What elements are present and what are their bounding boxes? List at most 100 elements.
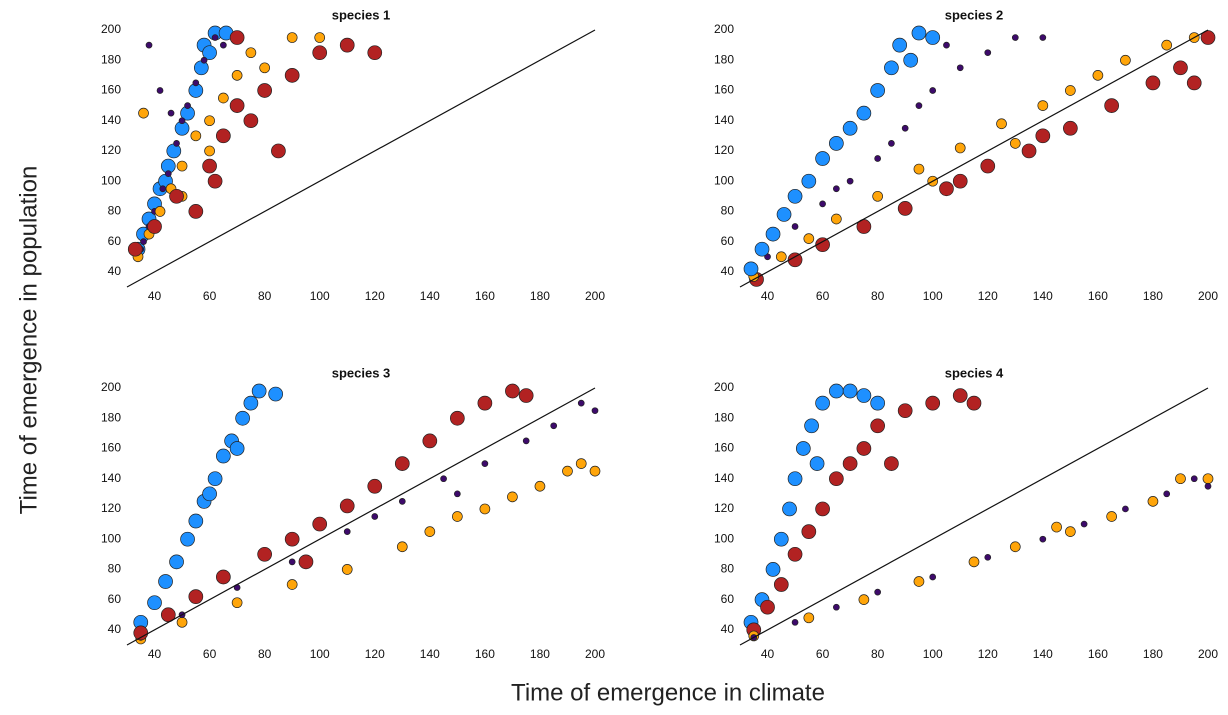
point: [858, 594, 870, 605]
point: [200, 56, 208, 64]
point: [870, 395, 885, 411]
x-tick-label: 180: [1143, 289, 1163, 303]
point: [831, 213, 842, 225]
point: [138, 107, 149, 119]
point: [773, 577, 789, 592]
point: [147, 219, 162, 234]
point: [801, 524, 817, 539]
point: [1120, 54, 1131, 66]
point: [856, 105, 872, 121]
y-tick-label: 180: [101, 52, 121, 66]
point: [298, 554, 314, 570]
point: [929, 87, 937, 94]
point: [284, 68, 300, 83]
y-tick-label: 60: [108, 234, 122, 248]
point: [1065, 85, 1076, 96]
point: [1009, 138, 1021, 149]
point: [833, 185, 840, 193]
point: [903, 52, 919, 68]
point: [339, 37, 355, 53]
point: [550, 422, 558, 430]
y-tick-label: 40: [108, 622, 122, 636]
point: [765, 226, 781, 242]
point: [577, 399, 585, 407]
point: [167, 109, 175, 117]
point: [505, 383, 520, 399]
point: [1106, 511, 1117, 522]
x-tick-label: 200: [585, 289, 605, 303]
point: [1175, 473, 1186, 485]
point: [809, 456, 825, 471]
point: [842, 120, 858, 136]
x-tick-label: 40: [148, 289, 162, 303]
point: [207, 471, 223, 487]
point: [188, 589, 204, 604]
subplot-title: species 1: [332, 7, 391, 22]
point: [479, 503, 491, 515]
point: [178, 117, 186, 125]
x-tick-label: 180: [530, 647, 550, 661]
point: [804, 418, 819, 434]
point: [202, 486, 217, 502]
reference-line: [739, 29, 1209, 288]
point: [184, 102, 191, 109]
x-tick-label: 140: [420, 647, 440, 661]
x-tick-label: 180: [1143, 647, 1163, 661]
x-tick-label: 80: [258, 289, 272, 303]
point: [164, 170, 172, 177]
y-tick-label: 100: [714, 531, 734, 545]
point: [1065, 526, 1076, 537]
point: [454, 490, 461, 498]
point: [341, 564, 353, 575]
point: [1011, 34, 1019, 41]
point: [897, 403, 913, 419]
point: [204, 145, 215, 157]
point: [872, 190, 883, 202]
x-tick-label: 160: [475, 289, 495, 303]
point: [218, 92, 229, 104]
point: [856, 441, 872, 456]
point: [874, 588, 881, 596]
point: [271, 143, 286, 159]
y-tick-label: 140: [101, 471, 121, 485]
point: [591, 407, 599, 415]
y-tick-label: 40: [721, 264, 735, 278]
point: [1039, 535, 1047, 543]
point: [169, 554, 184, 570]
point: [286, 579, 298, 590]
y-tick-label: 60: [721, 234, 735, 248]
y-tick-label: 160: [714, 441, 734, 455]
point: [1037, 100, 1049, 111]
x-tick-label: 100: [310, 647, 330, 661]
x-tick-label: 80: [258, 647, 272, 661]
point: [913, 163, 925, 175]
point: [1080, 520, 1088, 528]
y-tick-label: 40: [721, 622, 735, 636]
x-tick-label: 140: [420, 289, 440, 303]
point: [791, 223, 799, 230]
point: [954, 142, 966, 154]
point: [166, 143, 182, 159]
point: [173, 140, 180, 147]
point: [1173, 60, 1188, 76]
y-tick-label: 120: [714, 143, 734, 157]
reference-line: [126, 29, 596, 288]
x-tick-label: 40: [761, 647, 775, 661]
y-tick-label: 80: [108, 204, 122, 218]
y-tick-label: 200: [714, 380, 734, 394]
point: [787, 188, 803, 204]
point: [204, 115, 215, 127]
point: [892, 37, 908, 53]
point: [140, 238, 147, 245]
y-tick-label: 80: [721, 204, 735, 218]
subplot: species 3 40 60 80 100 120 140 160 180 200 40 60 80 1…: [101, 365, 605, 661]
point: [952, 173, 968, 189]
point: [156, 87, 164, 94]
point: [795, 441, 811, 456]
point: [787, 546, 803, 562]
y-tick-label: 200: [101, 380, 121, 394]
point: [312, 516, 328, 532]
point: [243, 113, 259, 129]
point: [874, 155, 881, 162]
point: [192, 79, 200, 87]
